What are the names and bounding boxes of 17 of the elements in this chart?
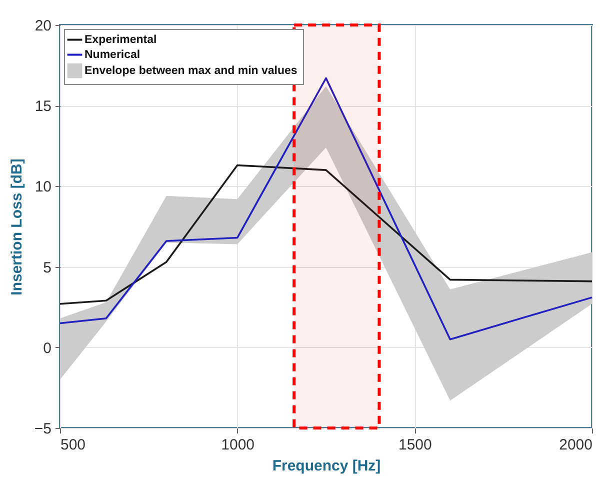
legend-label: Numerical — [84, 48, 140, 61]
x-tick-label: 1000 — [221, 436, 255, 454]
x-axis-title: Frequency [Hz] — [272, 458, 381, 474]
y-tick-label: 15 — [34, 98, 52, 116]
y-tick-label: 10 — [34, 178, 52, 196]
x-tick-label: 2000 — [559, 436, 592, 454]
x-tick-label: 500 — [60, 436, 86, 454]
y-tick-label: −5 — [34, 420, 52, 438]
legend-label: Envelope between max and min values — [84, 64, 298, 77]
y-axis-title: Insertion Loss [dB] — [8, 158, 26, 296]
line-series — [59, 77, 593, 340]
legend-label: Experimental — [84, 34, 157, 46]
line-series — [59, 164, 593, 305]
y-tick-label: 0 — [43, 340, 52, 357]
y-tick-label: 5 — [43, 259, 52, 276]
x-tick-label: 1500 — [398, 436, 432, 454]
y-tick-label: 20 — [34, 18, 52, 34]
